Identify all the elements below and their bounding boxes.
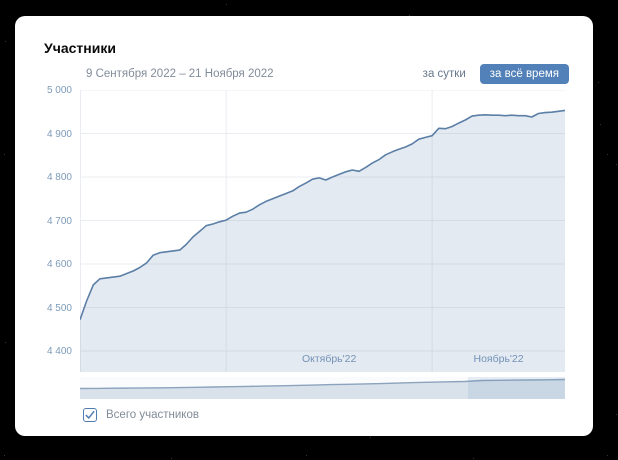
area-chart-svg: [80, 90, 565, 372]
chart-navigator[interactable]: [80, 377, 565, 399]
total-members-checkbox[interactable]: [83, 408, 97, 422]
y-axis-tick: 4 600: [46, 259, 72, 270]
period-daily-button[interactable]: за сутки: [422, 68, 466, 80]
checkmark-icon: [85, 410, 95, 419]
y-axis-tick: 4 400: [46, 346, 72, 357]
date-range-label: 9 Сентября 2022 – 21 Ноября 2022: [86, 68, 274, 80]
x-axis-tick: Ноябрь'22: [473, 353, 524, 365]
y-axis-tick: 5 000: [46, 85, 72, 96]
navigator-selection[interactable]: [468, 377, 565, 399]
legend-row: Всего участников: [83, 408, 199, 422]
y-axis-tick: 4 900: [46, 128, 72, 140]
period-switcher: за сутки за всё время: [423, 64, 569, 84]
y-axis-tick: 4 700: [46, 215, 72, 227]
period-alltime-button[interactable]: за всё время: [479, 64, 569, 84]
y-axis-tick: 4 500: [46, 302, 72, 314]
y-axis-tick: 4 800: [46, 172, 72, 183]
legend-label: Всего участников: [106, 409, 199, 421]
y-axis: 5 000 4 900 4 800 4 700 4 600 4 500 4 400: [15, 85, 72, 372]
chart-plot-area[interactable]: Октябрь'22 Ноябрь'22: [80, 90, 565, 372]
x-axis-tick: Октябрь'22: [301, 353, 357, 365]
members-chart: 5 000 4 900 4 800 4 700 4 600 4 500 4 400 Октя…: [15, 85, 593, 399]
navigator-chart-svg: [80, 378, 565, 399]
page-title: Участники: [44, 40, 116, 56]
stats-card: Участники 9 Сентября 2022 – 21 Ноября 20…: [15, 16, 593, 436]
